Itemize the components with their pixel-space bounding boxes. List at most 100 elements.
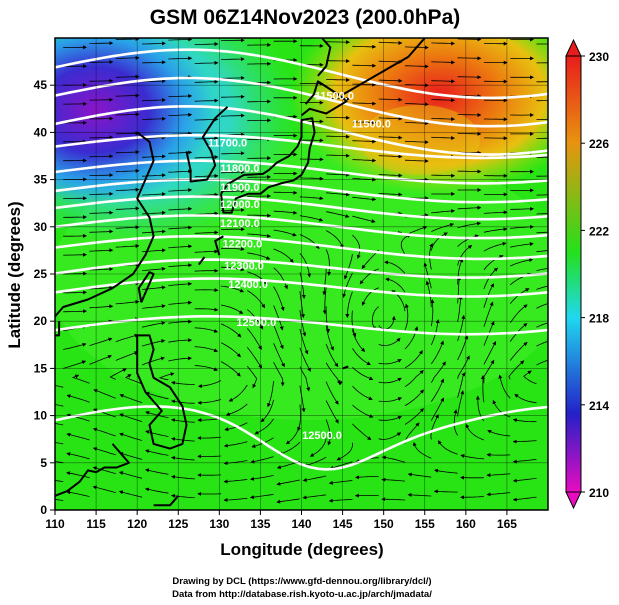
- streamline: [273, 343, 285, 368]
- streamline: [431, 98, 456, 103]
- map-plot-area: 11500.0 11500.0 11700.0 11800.0 11900.0 12000…: [55, 38, 548, 510]
- streamline: [142, 266, 166, 271]
- streamline: [384, 260, 406, 274]
- coastline-segment: [185, 106, 229, 183]
- streamline: [273, 210, 298, 215]
- streamline: [325, 400, 339, 424]
- streamline: [141, 356, 165, 366]
- streamline: [299, 328, 309, 355]
- streamline: [194, 60, 219, 65]
- streamline: [66, 432, 90, 441]
- contour-label: 12000.0: [220, 199, 260, 211]
- x-tick-label: 130: [209, 517, 229, 531]
- streamline: [378, 377, 402, 384]
- streamline: [378, 154, 403, 159]
- streamline: [63, 290, 87, 295]
- streamline: [220, 342, 241, 358]
- coastline-segment: [338, 380, 343, 386]
- streamline: [168, 281, 193, 286]
- streamline: [430, 397, 444, 421]
- streamline: [194, 327, 219, 333]
- streamline: [352, 139, 377, 144]
- x-tick-label: 145: [333, 517, 353, 531]
- y-axis-label: Latitude (degrees): [5, 201, 24, 348]
- streamline: [345, 291, 353, 319]
- y-tick-label: 25: [34, 267, 48, 281]
- streamline: [407, 472, 432, 478]
- streamline: [404, 303, 409, 331]
- streamline: [142, 192, 166, 197]
- streamline: [220, 170, 245, 175]
- streamline: [512, 418, 537, 423]
- streamline: [142, 98, 166, 103]
- streamline: [483, 301, 494, 327]
- contour-labels: 11500.0 11500.0 11700.0 11800.0 11900.0 12000…: [208, 90, 391, 442]
- streamline: [55, 404, 64, 407]
- streamline: [194, 136, 219, 141]
- streamline: [194, 365, 218, 371]
- streamline: [250, 456, 274, 464]
- streamline: [378, 97, 403, 102]
- streamline: [220, 151, 245, 156]
- streamline: [115, 299, 140, 305]
- streamline: [431, 209, 456, 214]
- streamline: [115, 187, 140, 192]
- streamline: [437, 440, 458, 455]
- streamline: [465, 423, 485, 441]
- streamline: [194, 98, 219, 103]
- colorbar-tick-label: 226: [589, 137, 609, 151]
- streamline: [407, 492, 432, 497]
- streamline: [144, 487, 169, 494]
- streamline: [352, 385, 373, 401]
- streamline: [71, 374, 90, 384]
- streamline: [309, 438, 327, 457]
- streamline: [514, 393, 537, 404]
- streamline: [118, 471, 143, 479]
- streamline: [352, 101, 377, 106]
- streamline: [115, 150, 140, 155]
- y-tick-label: 10: [34, 409, 48, 423]
- streamline: [378, 359, 402, 365]
- streamline: [142, 41, 166, 46]
- streamline: [457, 245, 473, 266]
- contour-label: 12400.0: [228, 279, 268, 291]
- streamline: [171, 381, 195, 385]
- streamline: [460, 495, 484, 500]
- streamline: [509, 341, 528, 361]
- streamline: [145, 391, 169, 400]
- colorbar-tick-label: 210: [589, 486, 609, 500]
- streamline: [278, 441, 301, 456]
- coastline-segment: [137, 271, 155, 303]
- streamline: [115, 351, 139, 361]
- streamline: [55, 442, 64, 445]
- streamline: [404, 370, 424, 388]
- streamline: [194, 346, 219, 353]
- coastline-segment: [55, 131, 155, 318]
- streamline: [352, 423, 372, 441]
- streamline: [385, 277, 406, 293]
- streamline: [260, 399, 274, 423]
- streamline: [457, 372, 466, 398]
- streamline: [486, 492, 511, 497]
- streamline: [457, 314, 466, 342]
- streamline: [404, 102, 429, 107]
- colorbar-tick-label: 230: [589, 50, 609, 64]
- y-tick-label: 5: [40, 456, 47, 470]
- streamline: [194, 288, 219, 293]
- streamline: [381, 477, 406, 482]
- streamline: [355, 475, 379, 480]
- streamline: [168, 131, 193, 136]
- streamline: [119, 394, 143, 404]
- streamline: [328, 480, 353, 485]
- field-cold-region: [55, 38, 215, 205]
- streamline: [378, 315, 396, 330]
- streamline: [510, 242, 534, 248]
- streamline: [142, 116, 166, 121]
- coastline-segment: [55, 321, 61, 337]
- streamline: [141, 339, 166, 347]
- streamline: [400, 234, 411, 255]
- streamline: [168, 300, 193, 305]
- streamline: [431, 222, 455, 233]
- streamline: [536, 231, 548, 234]
- streamline: [512, 439, 537, 444]
